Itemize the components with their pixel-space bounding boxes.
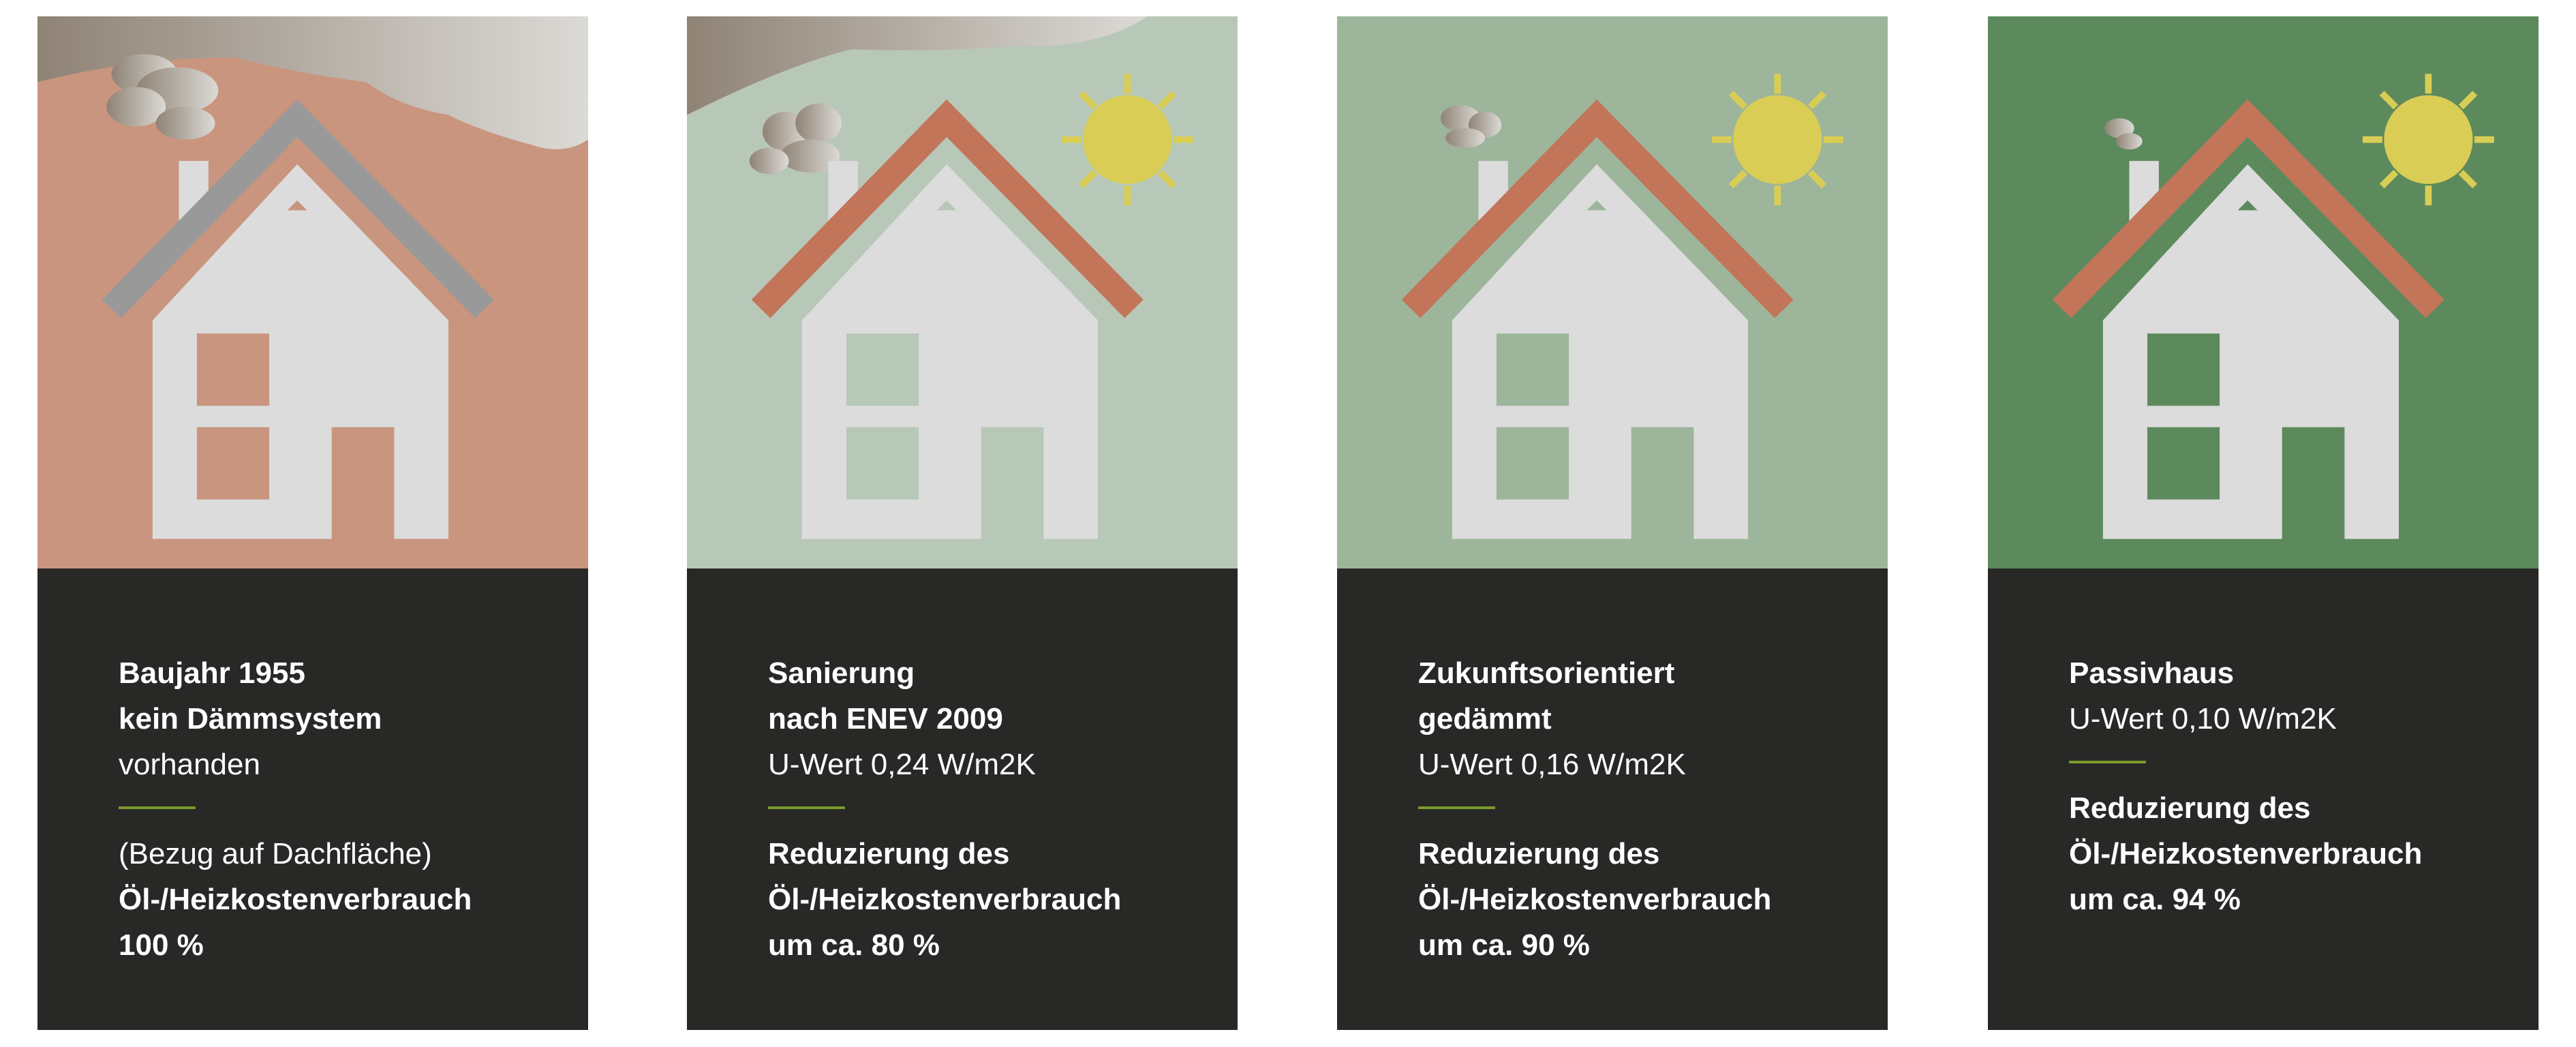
top-line: Zukunftsorientiert bbox=[1418, 656, 1675, 690]
top-line: U-Wert 0,10 W/m2K bbox=[2069, 702, 2337, 735]
smoke-cloud-icon bbox=[1440, 105, 1502, 148]
bottom-line: Öl-/Heizkostenverbrauch bbox=[119, 883, 472, 916]
bottom-line: Öl-/Heizkostenverbrauch bbox=[768, 883, 1122, 916]
bottom-line: Reduzierung des bbox=[1418, 837, 1660, 870]
door bbox=[981, 427, 1044, 543]
door bbox=[2282, 427, 2345, 543]
window bbox=[196, 427, 270, 500]
bottom-line: Reduzierung des bbox=[768, 837, 1010, 870]
card-1: Baujahr 1955 kein Dämmsystem vorhanden (Bez… bbox=[37, 16, 588, 1030]
card-3: Zukunftsorientiert gedämmt U-Wert 0,16 W/m… bbox=[1337, 16, 1888, 1030]
divider bbox=[768, 806, 845, 809]
sun-icon bbox=[1711, 74, 1843, 206]
window bbox=[1496, 427, 1569, 500]
roof bbox=[2052, 99, 2444, 318]
top-line: kein Dämmsystem bbox=[119, 702, 382, 735]
smoke-cloud-icon bbox=[2104, 118, 2143, 150]
card-description: Sanierung nach ENEV 2009 U-Wert 0,24 W/m2K… bbox=[768, 650, 1121, 968]
house-illustration bbox=[1337, 16, 1888, 568]
divider bbox=[119, 806, 196, 809]
smoke-cloud-icon bbox=[37, 16, 588, 149]
house-icon bbox=[2052, 99, 2444, 543]
sun-icon bbox=[1061, 74, 1193, 206]
house-icon bbox=[1401, 99, 1794, 543]
divider bbox=[2069, 761, 2146, 763]
roof bbox=[1401, 99, 1794, 318]
house-icon bbox=[102, 99, 494, 543]
door bbox=[1631, 427, 1694, 543]
card-description: Passivhaus U-Wert 0,10 W/m2K Reduzierung d… bbox=[2069, 650, 2422, 922]
window bbox=[196, 333, 270, 406]
sun-icon bbox=[2362, 74, 2494, 206]
house-illustration bbox=[37, 16, 588, 568]
window bbox=[2147, 333, 2220, 406]
bottom-line: (Bezug auf Dachfläche) bbox=[119, 837, 432, 870]
top-line: vorhanden bbox=[119, 748, 260, 781]
top-line: U-Wert 0,16 W/m2K bbox=[1418, 748, 1686, 781]
roof bbox=[102, 99, 494, 318]
bottom-line: 100 % bbox=[119, 928, 204, 962]
bottom-line: Öl-/Heizkostenverbrauch bbox=[2069, 837, 2423, 870]
bottom-line: um ca. 80 % bbox=[768, 928, 940, 962]
card-description: Baujahr 1955 kein Dämmsystem vorhanden (Bez… bbox=[119, 650, 472, 968]
window bbox=[846, 333, 919, 406]
top-line: Passivhaus bbox=[2069, 656, 2235, 690]
divider bbox=[1418, 806, 1495, 809]
house-illustration bbox=[1988, 16, 2539, 568]
top-line: Sanierung bbox=[768, 656, 915, 690]
smoke-cloud-icon bbox=[687, 16, 1148, 174]
door bbox=[331, 427, 395, 543]
card-2: Sanierung nach ENEV 2009 U-Wert 0,24 W/m2K… bbox=[687, 16, 1238, 1030]
window bbox=[846, 427, 919, 500]
window bbox=[1496, 333, 1569, 406]
roof bbox=[751, 99, 1144, 318]
card-4: Passivhaus U-Wert 0,10 W/m2K Reduzierung d… bbox=[1988, 16, 2539, 1030]
top-line: U-Wert 0,24 W/m2K bbox=[768, 748, 1036, 781]
bottom-line: um ca. 90 % bbox=[1418, 928, 1590, 962]
house-icon bbox=[751, 99, 1144, 543]
bottom-line: Öl-/Heizkostenverbrauch bbox=[1418, 883, 1772, 916]
bottom-line: Reduzierung des bbox=[2069, 791, 2311, 825]
top-line: nach ENEV 2009 bbox=[768, 702, 1003, 735]
bottom-line: um ca. 94 % bbox=[2069, 883, 2241, 916]
house-illustration bbox=[687, 16, 1238, 568]
card-description: Zukunftsorientiert gedämmt U-Wert 0,16 W/m… bbox=[1418, 650, 1771, 968]
window bbox=[2147, 427, 2220, 500]
top-line: Baujahr 1955 bbox=[119, 656, 305, 690]
top-line: gedämmt bbox=[1418, 702, 1552, 735]
